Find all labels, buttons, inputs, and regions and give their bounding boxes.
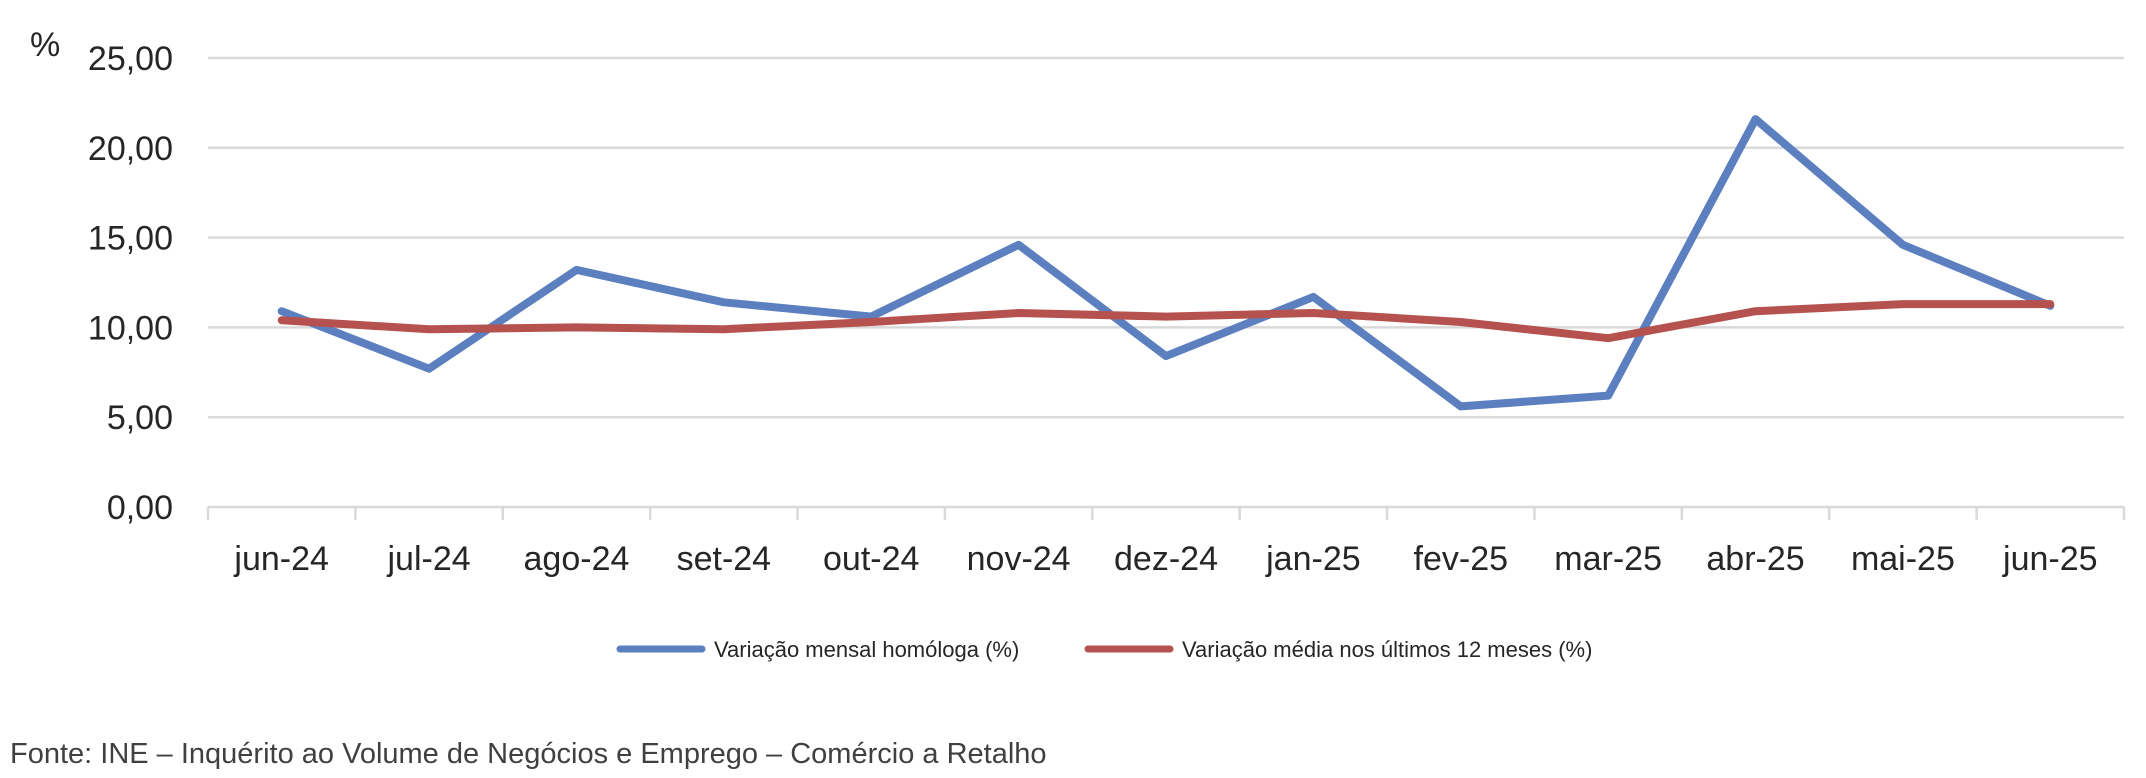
- x-axis: jun-24 jul-24 ago-24 set-24 out-24 nov-24 dez-…: [206, 505, 2126, 578]
- x-tick-label: mar-25: [1554, 540, 1662, 578]
- source-note: Fonte: INE – Inquérito ao Volume de Negó…: [10, 738, 1047, 770]
- y-axis-ticks: 0,00 5,00 10,00 15,00 20,00 25,00: [88, 40, 173, 527]
- series-line-1: [277, 115, 2055, 411]
- x-tick-label: fev-25: [1414, 540, 1509, 578]
- x-tick-label: jul-24: [386, 540, 470, 578]
- x-tick-label: jun-25: [2002, 540, 2098, 578]
- x-tick-label: jan-25: [1265, 540, 1361, 578]
- legend-label: Variação mensal homóloga (%): [714, 637, 1019, 662]
- legend-label: Variação média nos últimos 12 meses (%): [1182, 637, 1592, 662]
- gridlines: [208, 56, 2124, 419]
- line-chart: % 0,00 5,00 10,00 15,00 20,00 25,00 jun-24 jul…: [30, 26, 2126, 662]
- legend: Variação mensal homóloga (%) Variação méd…: [616, 637, 1592, 662]
- y-tick-label: 10,00: [88, 309, 173, 347]
- x-tick-label: mai-25: [1851, 540, 1955, 578]
- y-tick-label: 25,00: [88, 40, 173, 78]
- y-tick-label: 20,00: [88, 130, 173, 168]
- y-tick-label: 0,00: [107, 489, 173, 527]
- x-tick-label: out-24: [823, 540, 919, 578]
- x-tick-label: ago-24: [524, 540, 630, 578]
- x-tick-label: abr-25: [1706, 540, 1804, 578]
- series-line-2: [277, 300, 2055, 343]
- y-tick-label: 15,00: [88, 220, 173, 258]
- y-axis-unit-label: %: [30, 26, 60, 64]
- x-tick-label: jun-24: [233, 540, 329, 578]
- x-tick-label: dez-24: [1114, 540, 1218, 578]
- y-tick-label: 5,00: [107, 399, 173, 437]
- series-lines: [277, 115, 2055, 411]
- x-tick-label: set-24: [677, 540, 772, 578]
- x-tick-label: nov-24: [967, 540, 1071, 578]
